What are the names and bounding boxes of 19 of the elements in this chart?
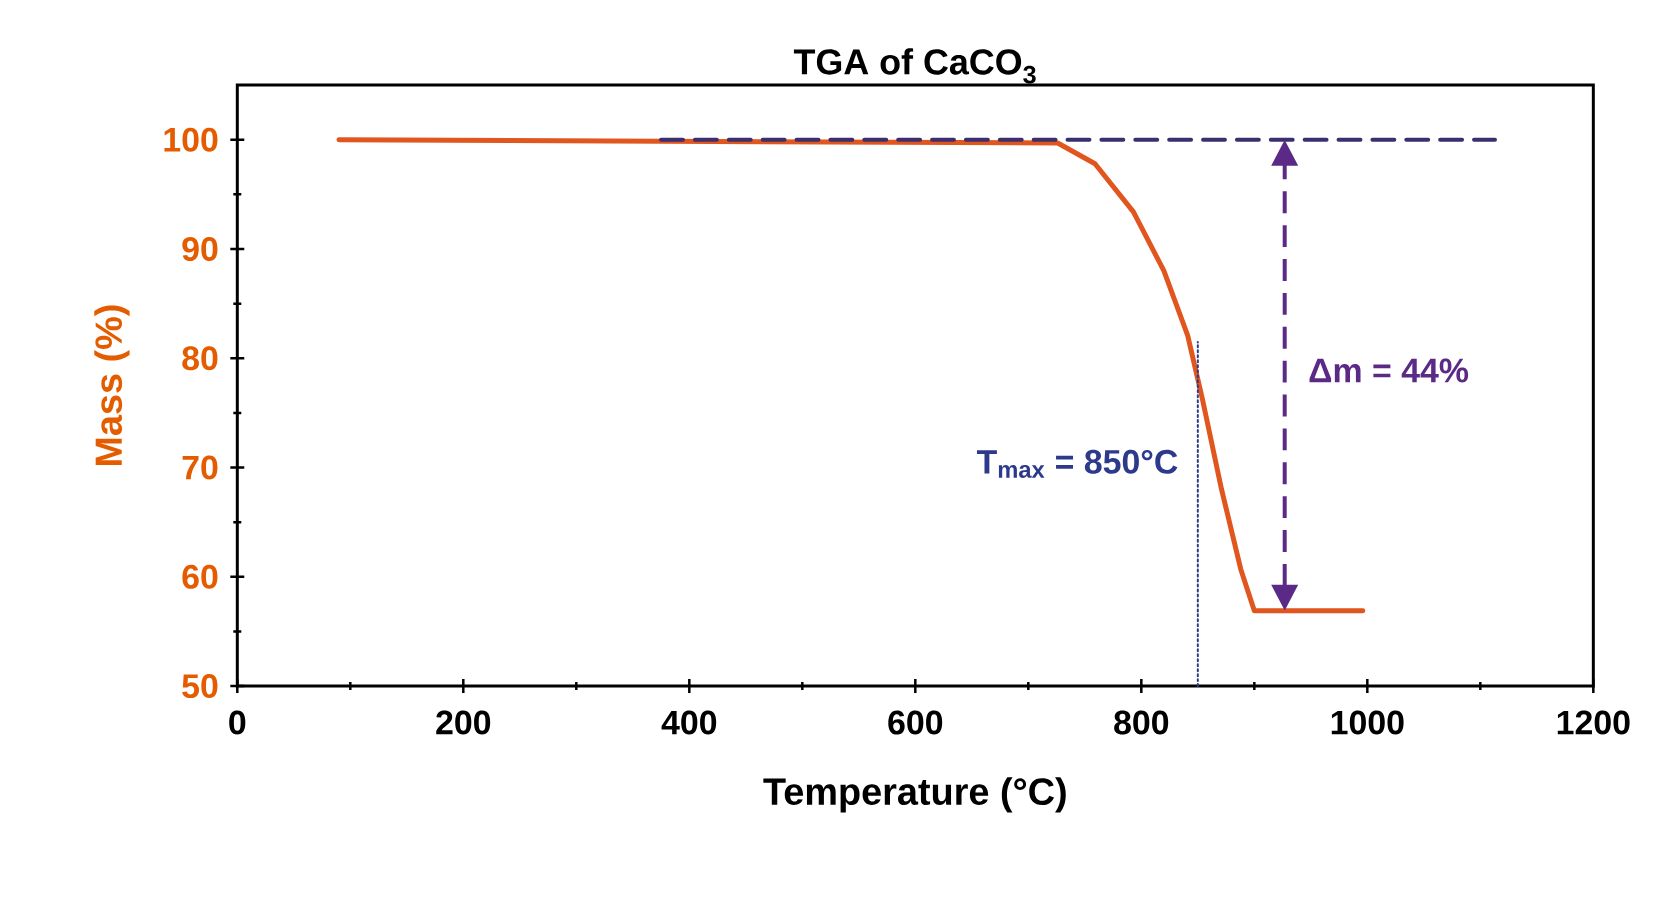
y-tick-label: 90 bbox=[182, 237, 218, 261]
y-tick-label: 70 bbox=[182, 455, 218, 480]
y-tick-label: 50 bbox=[182, 674, 218, 699]
x-axis-title: Temperature (°C) bbox=[763, 777, 1066, 813]
annotation: T$_{max}$ = 850°C bbox=[976, 449, 1178, 478]
y-tick-label: 100 bbox=[164, 127, 218, 152]
x-tick-label: 400 bbox=[661, 710, 717, 735]
x-tick-label: 1000 bbox=[1331, 710, 1404, 735]
x-tick-label: 800 bbox=[1114, 710, 1169, 735]
x-tick-label: 0 bbox=[229, 710, 246, 735]
annotation: Δm = 44% bbox=[1309, 358, 1469, 383]
y-tick-label: 60 bbox=[182, 564, 218, 589]
x-tick-label: 1200 bbox=[1557, 710, 1630, 735]
line-series bbox=[336, 137, 1366, 614]
x-tick-label: 200 bbox=[436, 710, 491, 735]
y-axis-title: Mass (%) bbox=[94, 305, 130, 466]
chart-title: TGA of CaCO$_{3}$ bbox=[793, 48, 1036, 84]
x-tick-label: 600 bbox=[888, 710, 943, 735]
y-tick-label: 80 bbox=[182, 346, 218, 371]
